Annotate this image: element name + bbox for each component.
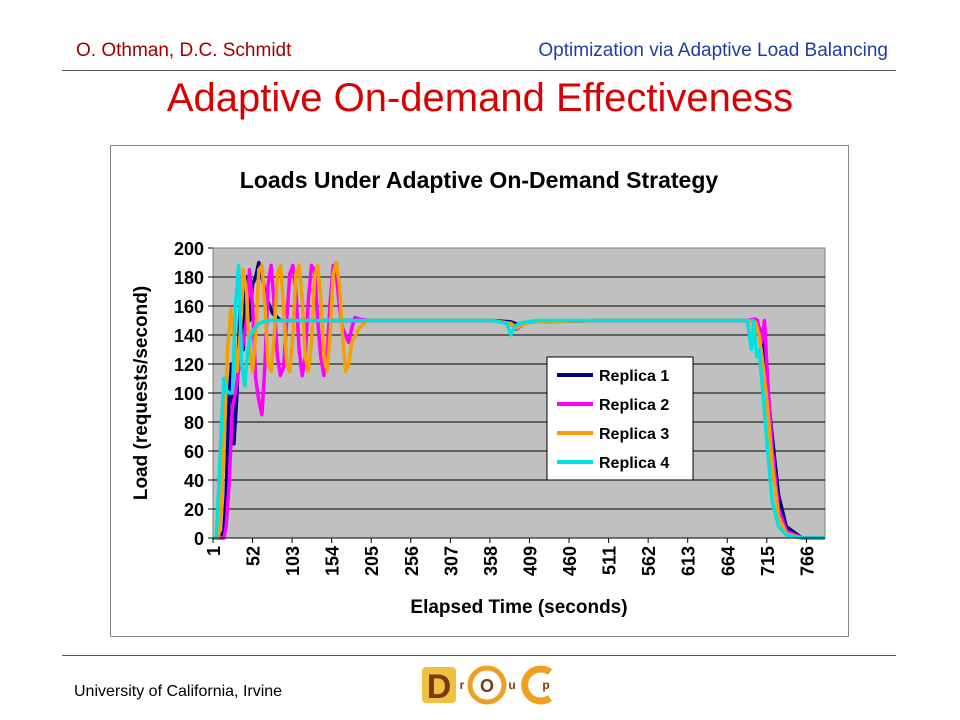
y-tick-label: 100 (174, 384, 204, 404)
legend-label: Replica 3 (599, 426, 669, 443)
doc-group-logo: D r O u C p (422, 664, 554, 711)
y-tick-label: 0 (194, 529, 204, 549)
y-tick-label: 20 (184, 500, 204, 520)
x-tick-label: 766 (797, 546, 817, 576)
y-axis-ticks: 0 20 40 60 80 100 120 140 160 180 200 (174, 239, 213, 549)
x-axis-ticks: 1 52 103 154 205 256 307 358 409 460 511 562 613 664 7… (204, 537, 825, 576)
y-tick-label: 40 (184, 471, 204, 491)
footer-rule (62, 655, 896, 656)
series-layer (213, 260, 825, 540)
y-tick-label: 140 (174, 326, 204, 346)
x-tick-label: 103 (283, 546, 303, 576)
y-axis-label: Load (requests/second) (131, 286, 152, 500)
x-tick-label: 307 (441, 546, 461, 576)
y-tick-label: 60 (184, 442, 204, 462)
logo-letter-p: p (542, 678, 549, 692)
x-tick-label: 52 (244, 546, 264, 566)
x-tick-label: 460 (560, 546, 580, 576)
logo-letter-d: D (427, 668, 452, 706)
legend-label: Replica 4 (599, 455, 669, 472)
legend-box (546, 356, 694, 481)
y-tick-label: 160 (174, 297, 204, 317)
y-tick-label: 200 (174, 239, 204, 259)
legend-label: Replica 1 (599, 368, 669, 385)
x-tick-label: 256 (402, 546, 422, 576)
series-line-replica-4 (213, 263, 825, 540)
x-tick-label: 715 (758, 546, 778, 576)
x-tick-label: 511 (600, 546, 620, 575)
slide-title: Adaptive On-demand Effectiveness (166, 76, 794, 120)
y-tick-label: 180 (174, 268, 204, 288)
x-tick-label: 358 (481, 546, 501, 576)
legend-label: Replica 2 (599, 397, 669, 414)
x-tick-label: 1 (204, 546, 224, 556)
y-tick-label: 80 (184, 413, 204, 433)
x-tick-label: 613 (679, 546, 699, 576)
header-authors: O. Othman, D.C. Schmidt (76, 40, 292, 61)
x-tick-label: 562 (639, 546, 659, 576)
logo-letter-c: C (532, 693, 533, 694)
load-chart: Loads Under Adaptive On-Demand Strategy … (131, 167, 826, 618)
chart-title: Loads Under Adaptive On-Demand Strategy (240, 167, 719, 193)
x-tick-label: 205 (362, 546, 382, 576)
x-axis-label: Elapsed Time (seconds) (410, 597, 627, 618)
y-tick-label: 120 (174, 355, 204, 375)
x-tick-label: 664 (718, 546, 738, 576)
logo-letter-u: u (508, 678, 515, 692)
logo-letter-r: r (460, 678, 465, 692)
header-topic: Optimization via Adaptive Load Balancing (538, 40, 888, 61)
header-rule (62, 70, 896, 71)
logo-letter-o: O (480, 676, 494, 696)
footer-institution: University of California, Irvine (74, 683, 283, 700)
legend: Replica 1 Replica 2 Replica 3 Replica 4 (546, 356, 694, 481)
chart-frame: Loads Under Adaptive On-Demand Strategy … (110, 145, 849, 637)
x-tick-label: 154 (323, 546, 343, 576)
x-tick-label: 409 (520, 546, 540, 576)
